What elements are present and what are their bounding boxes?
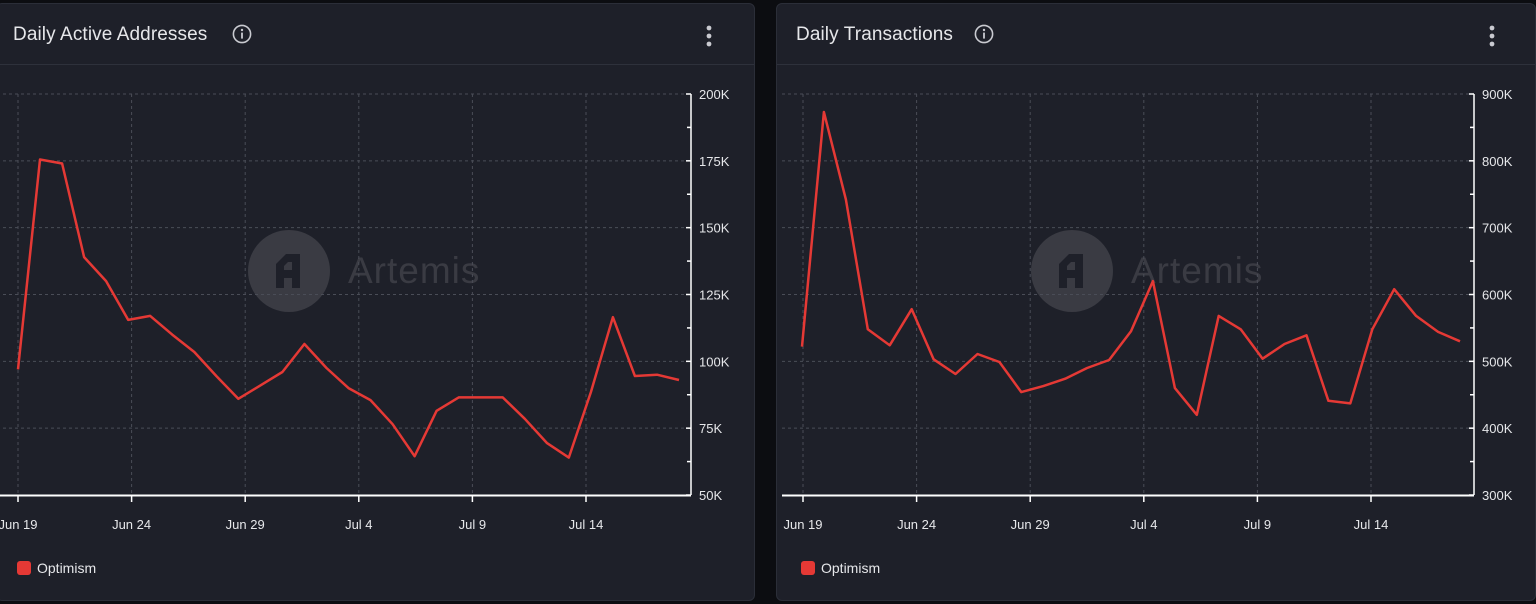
series-line-optimism: [800, 110, 1461, 417]
x-tick-label: Jun 19: [0, 517, 38, 532]
y-tick-label: 175K: [699, 154, 730, 169]
chart-title: Daily Active Addresses: [13, 24, 208, 45]
y-tick-label: 900K: [1482, 87, 1513, 102]
y-tick-label: 800K: [1482, 154, 1513, 169]
x-tick-label: Jul 14: [569, 517, 604, 532]
x-tick-label: Jul 14: [1354, 517, 1389, 532]
y-tick-label: 50K: [699, 488, 722, 503]
legend-swatch: [801, 561, 815, 575]
series-line-optimism: [16, 158, 680, 459]
y-tick-label: 300K: [1482, 488, 1513, 503]
x-tick-label: Jul 9: [1244, 517, 1271, 532]
y-tick-label: 150K: [699, 221, 730, 236]
x-tick-label: Jun 24: [112, 517, 151, 532]
panel-header: Daily Transactions: [777, 4, 1535, 65]
x-tick-label: Jun 19: [783, 517, 822, 532]
legend-item-optimism[interactable]: Optimism: [17, 559, 96, 577]
legend-swatch: [17, 561, 31, 575]
y-tick-label: 100K: [699, 354, 730, 369]
y-tick-label: 400K: [1482, 421, 1513, 436]
more-options-icon[interactable]: [1487, 24, 1497, 50]
chart-title: Daily Transactions: [796, 24, 954, 45]
x-tick-label: Jul 4: [345, 517, 372, 532]
line-chart-daily-transactions: 900K 800K 700K 600K 500K 400K 300K Jun 19 Jun 24…: [782, 87, 1513, 532]
x-tick-label: Jun 29: [1011, 517, 1050, 532]
info-icon[interactable]: [974, 24, 994, 44]
x-tick-label: Jun 24: [897, 517, 936, 532]
y-tick-label: 500K: [1482, 354, 1513, 369]
y-tick-label: 125K: [699, 288, 730, 303]
legend-label: Optimism: [821, 560, 881, 576]
chart-panel-daily-active-addresses: Daily Active Addresses Artemis 200K 175K 1…: [0, 3, 755, 601]
x-tick-label: Jul 4: [1130, 517, 1157, 532]
panel-header: Daily Active Addresses: [0, 4, 754, 65]
more-options-icon[interactable]: [704, 24, 714, 50]
x-tick-label: Jul 9: [459, 517, 486, 532]
x-tick-label: Jun 29: [226, 517, 265, 532]
y-tick-label: 200K: [699, 87, 730, 102]
chart-panel-daily-transactions: Daily Transactions Artemis 900K 800K 700K 6…: [776, 3, 1536, 601]
legend-label: Optimism: [37, 560, 97, 576]
line-chart-daily-active-addresses: 200K 175K 150K 125K 100K 75K 50K Jun 19 Jun 24 Ju…: [0, 87, 730, 532]
grid: [0, 93, 691, 495]
grid: [782, 93, 1474, 495]
y-tick-label: 700K: [1482, 221, 1513, 236]
info-icon[interactable]: [232, 24, 252, 44]
y-tick-label: 75K: [699, 421, 722, 436]
legend-item-optimism[interactable]: Optimism: [801, 559, 880, 577]
y-tick-label: 600K: [1482, 288, 1513, 303]
